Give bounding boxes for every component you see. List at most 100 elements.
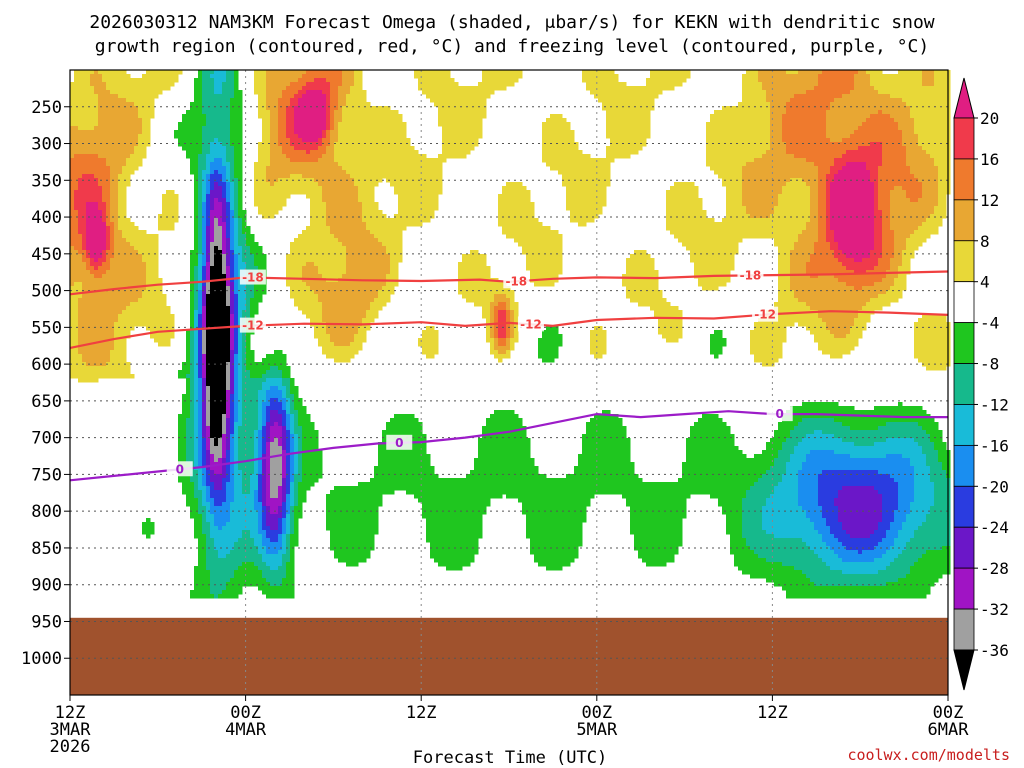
omega-cell bbox=[234, 182, 239, 187]
omega-cell bbox=[610, 86, 615, 91]
omega-cell bbox=[762, 146, 767, 151]
omega-cell bbox=[558, 130, 563, 135]
omega-cell bbox=[346, 166, 351, 171]
omega-cell bbox=[234, 170, 239, 175]
omega-cell bbox=[114, 158, 119, 163]
omega-cell bbox=[442, 82, 447, 87]
omega-cell bbox=[346, 198, 351, 203]
omega-cell bbox=[894, 142, 899, 147]
omega-cell bbox=[758, 166, 763, 171]
omega-cell bbox=[366, 182, 371, 187]
omega-cell bbox=[74, 146, 79, 151]
omega-cell bbox=[210, 114, 215, 119]
omega-cell bbox=[94, 70, 99, 75]
omega-cell bbox=[478, 134, 483, 139]
omega-cell bbox=[190, 110, 195, 115]
omega-cell bbox=[618, 114, 623, 119]
omega-cell bbox=[226, 94, 231, 99]
omega-cell bbox=[290, 154, 295, 159]
omega-cell bbox=[414, 162, 419, 167]
omega-cell bbox=[574, 182, 579, 187]
omega-cell bbox=[410, 150, 415, 155]
omega-cell bbox=[814, 98, 819, 103]
omega-cell bbox=[418, 198, 423, 203]
omega-cell bbox=[218, 86, 223, 91]
omega-cell bbox=[678, 78, 683, 83]
omega-cell bbox=[334, 98, 339, 103]
omega-cell bbox=[202, 90, 207, 95]
omega-cell bbox=[622, 130, 627, 135]
omega-cell bbox=[546, 158, 551, 163]
omega-cell bbox=[130, 114, 135, 119]
omega-cell bbox=[118, 90, 123, 95]
omega-cell bbox=[198, 142, 203, 147]
omega-cell bbox=[314, 102, 319, 107]
omega-cell bbox=[142, 130, 147, 135]
omega-cell bbox=[298, 82, 303, 87]
omega-cell bbox=[334, 190, 339, 195]
omega-cell bbox=[774, 134, 779, 139]
omega-cell bbox=[654, 82, 659, 87]
omega-cell bbox=[798, 118, 803, 123]
omega-cell bbox=[878, 150, 883, 155]
omega-cell bbox=[690, 190, 695, 195]
omega-cell bbox=[274, 198, 279, 203]
omega-cell bbox=[282, 150, 287, 155]
omega-cell bbox=[558, 114, 563, 119]
omega-cell bbox=[350, 122, 355, 127]
omega-cell bbox=[454, 150, 459, 155]
omega-cell bbox=[854, 162, 859, 167]
omega-cell bbox=[342, 178, 347, 183]
omega-cell bbox=[926, 194, 931, 199]
omega-cell bbox=[234, 110, 239, 115]
omega-cell bbox=[206, 194, 211, 199]
omega-cell bbox=[358, 158, 363, 163]
omega-cell bbox=[594, 162, 599, 167]
omega-cell bbox=[226, 146, 231, 151]
omega-cell bbox=[810, 134, 815, 139]
omega-cell bbox=[86, 142, 91, 147]
omega-cell bbox=[906, 146, 911, 151]
omega-cell bbox=[734, 162, 739, 167]
omega-cell bbox=[290, 102, 295, 107]
omega-cell bbox=[666, 70, 671, 75]
omega-cell bbox=[202, 70, 207, 75]
omega-cell bbox=[686, 198, 691, 203]
omega-cell bbox=[198, 194, 203, 199]
omega-cell bbox=[726, 106, 731, 111]
omega-cell bbox=[314, 142, 319, 147]
omega-cell bbox=[358, 70, 363, 75]
omega-cell bbox=[654, 90, 659, 95]
omega-cell bbox=[90, 178, 95, 183]
omega-cell bbox=[114, 138, 119, 143]
omega-cell bbox=[206, 70, 211, 75]
omega-cell bbox=[138, 138, 143, 143]
omega-cell bbox=[102, 70, 107, 75]
omega-cell bbox=[838, 158, 843, 163]
omega-cell bbox=[834, 158, 839, 163]
omega-cell bbox=[138, 142, 143, 147]
omega-cell bbox=[70, 154, 75, 159]
omega-cell bbox=[298, 186, 303, 191]
omega-cell bbox=[550, 142, 555, 147]
omega-cell bbox=[354, 78, 359, 83]
omega-cell bbox=[734, 150, 739, 155]
omega-cell bbox=[566, 138, 571, 143]
omega-cell bbox=[114, 86, 119, 91]
omega-cell bbox=[74, 198, 79, 203]
omega-cell bbox=[426, 190, 431, 195]
omega-cell bbox=[570, 162, 575, 167]
omega-cell bbox=[338, 126, 343, 131]
omega-cell bbox=[362, 170, 367, 175]
omega-cell bbox=[746, 198, 751, 203]
omega-cell bbox=[230, 114, 235, 119]
omega-cell bbox=[74, 74, 79, 79]
omega-cell bbox=[622, 126, 627, 131]
omega-cell bbox=[78, 122, 83, 127]
omega-cell bbox=[778, 98, 783, 103]
omega-cell bbox=[638, 98, 643, 103]
omega-cell bbox=[262, 146, 267, 151]
omega-cell bbox=[362, 102, 367, 107]
omega-cell bbox=[750, 86, 755, 91]
omega-cell bbox=[262, 162, 267, 167]
